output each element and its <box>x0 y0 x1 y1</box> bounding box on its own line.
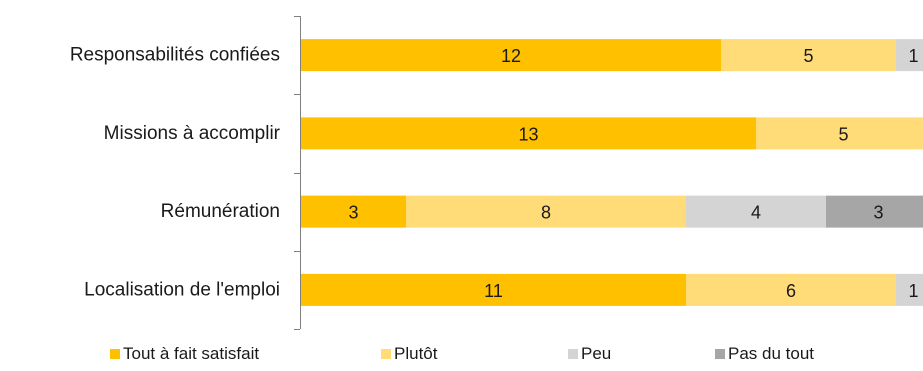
legend-item: Plutôt <box>381 344 437 364</box>
category-label: Responsabilités confiées <box>70 45 280 66</box>
labels: Responsabilités confiées 12 5 1 Missions à a… <box>70 45 919 301</box>
category-label: Missions à accomplir <box>104 123 281 144</box>
value-label: 8 <box>541 203 551 223</box>
legend-item: Pas du tout <box>715 344 814 364</box>
legend-item: Tout à fait satisfait <box>110 344 259 364</box>
value-label: 1 <box>908 46 918 66</box>
value-label: 5 <box>803 46 813 66</box>
legend-label: Plutôt <box>394 344 437 364</box>
legend-swatch <box>715 349 725 359</box>
category-axis <box>294 16 301 330</box>
legend: Tout à fait satisfait Plutôt Peu Pas du tou… <box>0 344 923 368</box>
legend-swatch <box>568 349 578 359</box>
legend-label: Peu <box>581 344 611 364</box>
value-label: 3 <box>873 203 883 223</box>
legend-swatch <box>381 349 391 359</box>
category-label: Localisation de l'emploi <box>84 279 280 300</box>
value-label: 1 <box>908 281 918 301</box>
legend-label: Tout à fait satisfait <box>123 344 259 364</box>
legend-swatch <box>110 349 120 359</box>
value-label: 5 <box>838 124 848 144</box>
value-label: 11 <box>484 281 503 301</box>
legend-label: Pas du tout <box>728 344 814 364</box>
category-label: Rémunération <box>161 201 280 222</box>
value-label: 12 <box>501 46 521 66</box>
value-label: 6 <box>786 281 796 301</box>
value-label: 3 <box>348 203 358 223</box>
value-label: 4 <box>751 203 761 223</box>
legend-item: Peu <box>568 344 611 364</box>
bars <box>301 39 923 306</box>
value-label: 13 <box>518 124 538 144</box>
